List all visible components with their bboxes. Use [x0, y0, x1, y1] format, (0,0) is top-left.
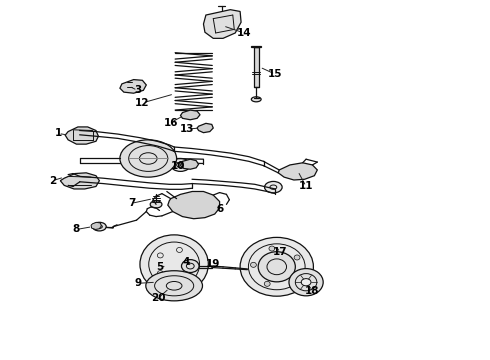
Polygon shape	[91, 222, 101, 229]
Ellipse shape	[289, 269, 323, 296]
Ellipse shape	[250, 262, 256, 267]
Ellipse shape	[140, 235, 208, 294]
Ellipse shape	[264, 281, 270, 286]
Text: 18: 18	[305, 286, 319, 296]
Text: 1: 1	[55, 129, 62, 138]
Text: 2: 2	[49, 176, 56, 186]
Polygon shape	[60, 173, 99, 189]
Polygon shape	[203, 10, 241, 39]
Ellipse shape	[120, 140, 176, 177]
Text: 19: 19	[206, 259, 220, 269]
Text: 5: 5	[156, 262, 163, 272]
Text: 20: 20	[151, 293, 165, 303]
Text: 13: 13	[180, 124, 195, 134]
Ellipse shape	[269, 246, 275, 251]
Ellipse shape	[301, 279, 311, 286]
Ellipse shape	[240, 237, 314, 296]
Polygon shape	[278, 163, 318, 180]
Ellipse shape	[146, 271, 202, 301]
Text: 12: 12	[135, 98, 149, 108]
Text: 16: 16	[164, 118, 178, 128]
Ellipse shape	[294, 255, 300, 260]
Ellipse shape	[181, 260, 199, 273]
Text: 7: 7	[128, 198, 135, 208]
Polygon shape	[65, 127, 98, 144]
Polygon shape	[197, 123, 213, 133]
Text: 6: 6	[216, 204, 223, 215]
Polygon shape	[254, 47, 259, 87]
Text: 4: 4	[183, 257, 190, 267]
Text: 3: 3	[134, 85, 141, 95]
Ellipse shape	[150, 201, 162, 208]
Ellipse shape	[265, 181, 282, 193]
Text: 14: 14	[237, 28, 251, 38]
Text: 11: 11	[299, 181, 313, 192]
Text: 9: 9	[135, 278, 142, 288]
Polygon shape	[251, 45, 261, 47]
Ellipse shape	[183, 198, 204, 212]
Ellipse shape	[93, 222, 106, 231]
Polygon shape	[120, 80, 147, 93]
Ellipse shape	[291, 277, 297, 282]
Text: 8: 8	[73, 225, 80, 234]
Ellipse shape	[286, 166, 304, 177]
Polygon shape	[168, 192, 220, 219]
Ellipse shape	[171, 158, 190, 171]
Text: 17: 17	[273, 247, 288, 257]
Ellipse shape	[251, 97, 261, 102]
Text: 10: 10	[171, 161, 185, 171]
Polygon shape	[180, 110, 200, 120]
Text: 15: 15	[268, 69, 283, 79]
Polygon shape	[180, 159, 198, 169]
Ellipse shape	[258, 252, 295, 282]
